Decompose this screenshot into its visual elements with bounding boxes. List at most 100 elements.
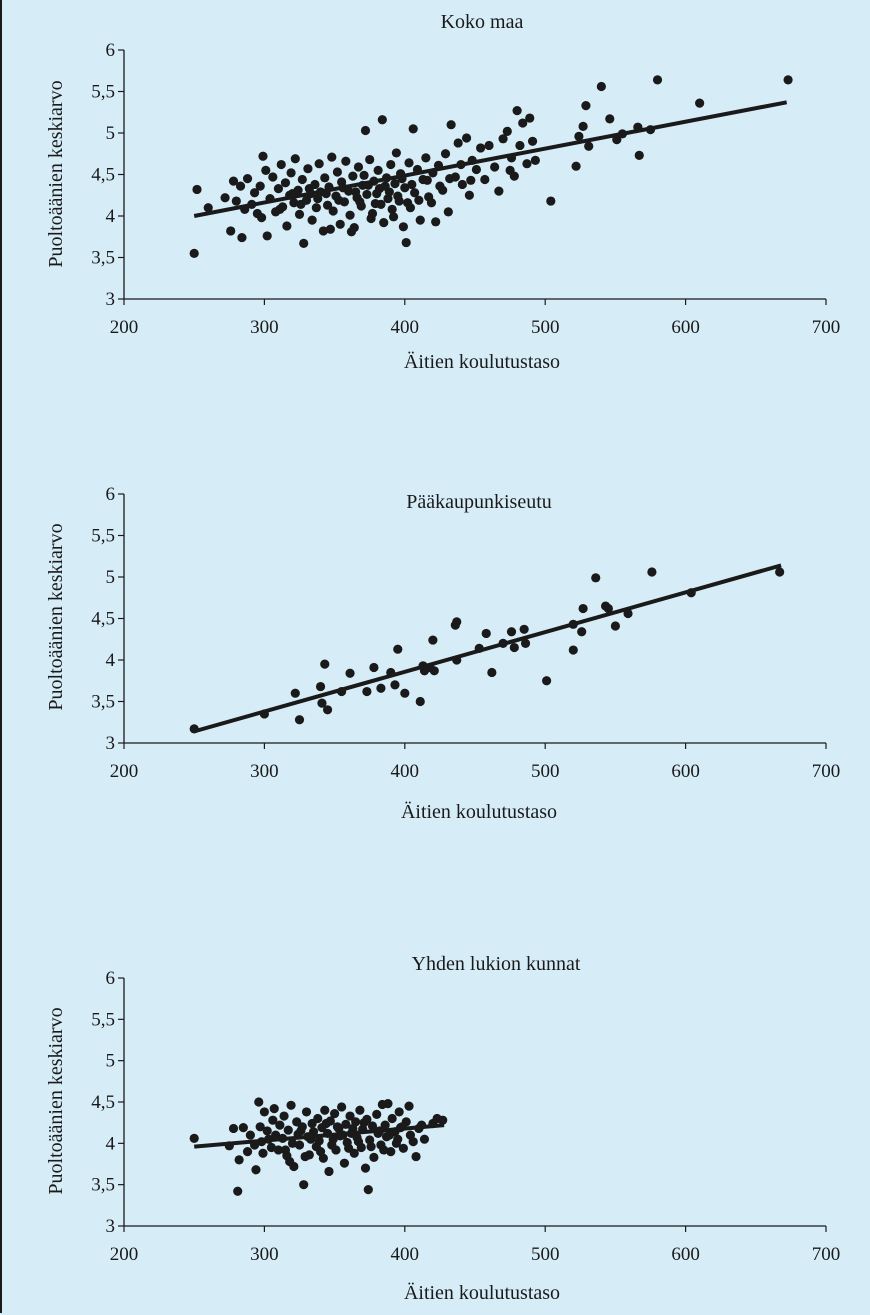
data-point <box>403 198 413 208</box>
data-point <box>242 1147 253 1157</box>
data-point <box>279 1111 289 1121</box>
data-point <box>494 186 504 196</box>
data-point <box>390 680 400 690</box>
x-tick-label: 400 <box>391 1244 420 1265</box>
data-point <box>254 1097 264 1107</box>
y-axis-title: Puoltoäänien keskiarvo <box>45 523 67 710</box>
x-tick-label: 600 <box>671 317 700 338</box>
data-point <box>393 1134 403 1144</box>
x-tick-label: 300 <box>250 317 279 338</box>
x-tick-label: 200 <box>110 317 139 338</box>
y-tick-label: 3,5 <box>91 692 115 713</box>
data-point <box>422 175 432 185</box>
data-point <box>290 154 300 164</box>
y-tick-label: 4 <box>106 650 116 671</box>
data-point <box>327 1140 337 1150</box>
data-point <box>285 1156 295 1167</box>
data-point <box>446 120 456 130</box>
chart-title: Pääkaupunkiseutu <box>406 491 552 513</box>
data-point <box>237 232 247 243</box>
data-point <box>299 1180 309 1190</box>
data-point <box>339 1158 350 1168</box>
data-point <box>487 667 497 678</box>
x-tick-label: 400 <box>391 317 420 338</box>
data-point <box>266 1142 277 1153</box>
data-point <box>320 173 330 183</box>
data-point <box>273 184 284 194</box>
data-point <box>652 75 663 85</box>
data-point <box>574 131 584 141</box>
data-point <box>490 162 500 172</box>
data-point <box>345 668 355 678</box>
data-point <box>258 1148 268 1158</box>
data-point <box>377 115 387 125</box>
data-point <box>457 179 467 190</box>
data-point <box>525 113 535 123</box>
x-tick-label: 500 <box>531 761 560 782</box>
data-point <box>262 1126 272 1136</box>
data-point <box>334 195 344 205</box>
data-point <box>384 1130 394 1140</box>
data-point <box>476 143 486 153</box>
data-point <box>386 1147 396 1157</box>
data-point <box>327 152 337 162</box>
data-point <box>345 210 355 220</box>
x-tick-label: 300 <box>250 761 279 782</box>
data-point <box>414 195 424 205</box>
data-point <box>335 219 345 229</box>
y-tick-label: 3,5 <box>91 1175 115 1196</box>
data-point <box>275 204 285 214</box>
y-tick-label: 4,5 <box>91 1092 115 1113</box>
data-point <box>505 165 515 175</box>
data-point <box>384 187 394 197</box>
data-point <box>313 1113 323 1124</box>
x-tick-label: 200 <box>110 761 139 782</box>
data-point <box>605 114 615 124</box>
data-point <box>259 1107 269 1117</box>
data-point <box>203 203 213 213</box>
data-point <box>509 642 519 653</box>
data-point <box>518 118 528 128</box>
data-point <box>287 1138 298 1148</box>
data-point <box>296 199 306 209</box>
data-point <box>506 627 517 637</box>
data-point <box>317 698 327 708</box>
data-point <box>419 1134 430 1144</box>
data-point <box>286 168 296 178</box>
data-point <box>461 133 472 143</box>
data-point <box>273 1145 284 1155</box>
data-point <box>280 1145 291 1155</box>
trend-line <box>194 1123 445 1149</box>
y-tick-label: 4 <box>106 206 116 227</box>
data-point <box>546 196 556 206</box>
data-point <box>415 696 425 707</box>
data-point <box>280 178 291 188</box>
data-point <box>234 1155 244 1165</box>
trend-line <box>193 100 788 218</box>
data-point <box>452 617 462 627</box>
data-point <box>695 98 705 108</box>
data-point <box>320 1105 330 1115</box>
data-point <box>380 1120 390 1130</box>
data-point <box>591 573 601 583</box>
data-point <box>578 121 588 131</box>
data-point <box>268 172 278 182</box>
y-tick-label: 3,5 <box>91 248 115 269</box>
data-point <box>255 1122 265 1132</box>
data-point <box>428 635 438 645</box>
data-point <box>453 138 463 148</box>
data-point <box>325 224 335 234</box>
data-point <box>228 1123 239 1134</box>
data-point <box>308 1127 319 1137</box>
data-point <box>498 134 508 144</box>
data-point <box>484 140 494 151</box>
data-point <box>372 188 382 199</box>
data-point <box>330 1108 340 1119</box>
y-tick-label: 5,5 <box>91 526 115 547</box>
data-point <box>311 203 321 213</box>
data-point <box>398 1143 408 1153</box>
data-point <box>238 1123 248 1133</box>
data-point <box>251 1165 261 1175</box>
